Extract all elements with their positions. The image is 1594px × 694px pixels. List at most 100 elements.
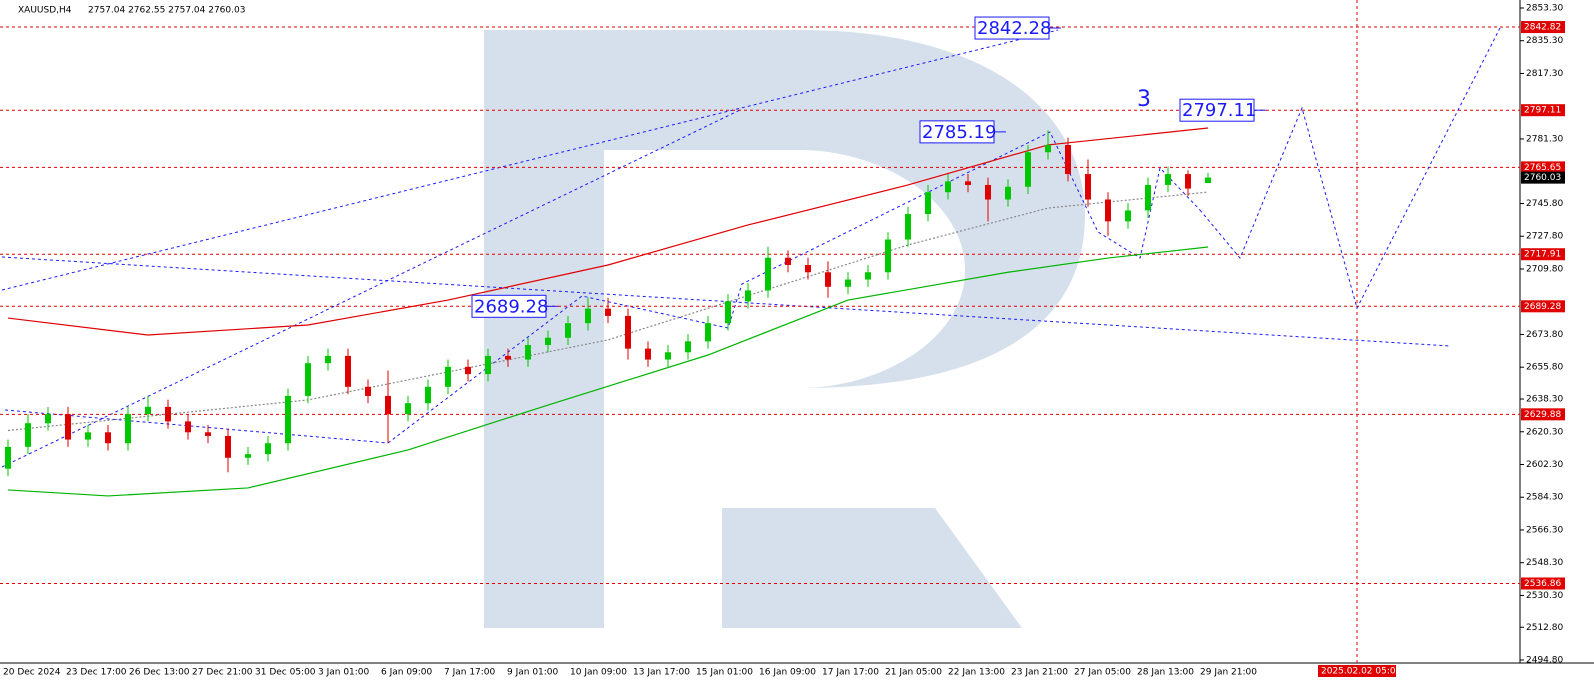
candle-body <box>785 257 791 265</box>
x-tick-label: 27 Jan 05:00 <box>1074 668 1131 678</box>
candle-body <box>825 272 831 287</box>
x-tick-label: 23 Jan 21:00 <box>1011 668 1068 678</box>
candle-body <box>945 181 951 193</box>
candle-body <box>65 414 71 440</box>
watermark <box>484 30 1085 628</box>
candle-body <box>1205 177 1211 184</box>
candle-body <box>45 414 51 424</box>
green-ma <box>7 246 1209 497</box>
y-tick-label: 2745.80 <box>1526 199 1563 209</box>
y-tick-label: 2512.80 <box>1526 623 1563 633</box>
candle-body <box>1165 174 1171 185</box>
candle-body <box>445 366 451 387</box>
candle-body <box>85 432 91 440</box>
level-label-box <box>1521 248 1565 261</box>
candle-body <box>165 406 171 422</box>
candle-body <box>885 239 891 273</box>
candle-body <box>305 363 311 396</box>
candle-body <box>565 323 571 338</box>
y-tick-label: 2781.30 <box>1526 134 1563 144</box>
candle-body <box>1125 210 1131 222</box>
x-tick-label: 23 Dec 17:00 <box>66 668 127 678</box>
level-label-box <box>1521 104 1565 117</box>
level-label-box <box>1521 161 1565 174</box>
candle-body <box>185 421 191 433</box>
y-tick-label: 2727.80 <box>1526 232 1563 242</box>
candle-body <box>125 414 131 444</box>
candle-body <box>265 443 271 455</box>
level-label: 2797.11 <box>1524 106 1561 116</box>
candle-body <box>1085 174 1091 200</box>
x-tick-label: 26 Dec 13:00 <box>129 668 190 678</box>
x-tick-label: 20 Dec 2024 <box>3 668 61 678</box>
candle-body <box>585 308 591 324</box>
y-tick-label: 2584.30 <box>1526 493 1563 503</box>
candle-body <box>105 432 111 444</box>
watermark-leg <box>722 508 1022 628</box>
trend-line <box>1 256 1451 347</box>
time-marker-box <box>1318 665 1396 677</box>
y-tick-label: 2530.30 <box>1526 591 1563 601</box>
x-tick-label: 13 Jan 17:00 <box>633 668 690 678</box>
candle-body <box>1105 199 1111 222</box>
time-marker-label: 2025.02.02 05:00 <box>1321 667 1402 677</box>
candle-body <box>425 386 431 404</box>
y-tick-label: 2602.30 <box>1526 460 1563 470</box>
candle-body <box>1145 184 1151 211</box>
annotation: 2797.11 <box>1182 100 1256 121</box>
y-tick-label: 2494.80 <box>1526 656 1563 666</box>
y-tick-label: 2638.30 <box>1526 395 1563 405</box>
candle-body <box>605 308 611 316</box>
candle-body <box>1025 152 1031 187</box>
candle-body <box>705 323 711 342</box>
x-tick-label: 21 Jan 05:00 <box>885 668 942 678</box>
candle-body <box>805 264 811 273</box>
candle-body <box>465 366 471 375</box>
watermark-r <box>484 30 1085 628</box>
wave-label: 3 <box>1137 87 1151 112</box>
candle-body <box>665 352 671 360</box>
y-tick-label: 2566.30 <box>1526 525 1563 535</box>
level-label: 2629.88 <box>1524 410 1561 420</box>
candle-body <box>205 432 211 436</box>
candle-body <box>765 257 771 291</box>
level-label-box <box>1521 300 1565 313</box>
candle-body <box>485 355 491 375</box>
annotation: 2842.28 <box>977 18 1051 39</box>
y-tick-label: 2655.80 <box>1526 363 1563 373</box>
candle-body <box>865 272 871 280</box>
candle-body <box>545 337 551 346</box>
x-tick-label: 29 Jan 21:00 <box>1200 668 1257 678</box>
y-tick-label: 2620.30 <box>1526 427 1563 437</box>
x-tick-label: 28 Jan 13:00 <box>1137 668 1194 678</box>
y-tick-label: 2853.30 <box>1526 4 1563 14</box>
x-tick-label: 6 Jan 09:00 <box>381 668 433 678</box>
trend-line <box>1 29 1059 291</box>
candle-body <box>325 355 331 364</box>
candle-body <box>925 192 931 215</box>
symbol: XAUUSD,H4 <box>18 6 72 16</box>
wave-line <box>4 409 389 444</box>
candle-body <box>405 403 411 415</box>
y-tick-label: 2835.30 <box>1526 36 1563 46</box>
current-price-label: 2760.03 <box>1524 173 1561 183</box>
level-label-box <box>1521 577 1565 590</box>
candle-body <box>845 279 851 287</box>
x-tick-label: 9 Jan 01:00 <box>507 668 559 678</box>
candle-body <box>285 395 291 444</box>
forecast-line <box>1199 27 1501 310</box>
candle-body <box>525 345 531 360</box>
candle-body <box>5 446 11 469</box>
x-tick-label: 27 Dec 21:00 <box>192 668 253 678</box>
level-label-box <box>1521 408 1565 421</box>
candle-body <box>505 355 511 360</box>
candle-body <box>685 341 691 353</box>
candle-body <box>985 184 991 200</box>
candle-body <box>1065 144 1071 175</box>
level-label: 2689.28 <box>1524 302 1561 312</box>
candle-body <box>625 315 631 349</box>
candle-body <box>1045 144 1051 153</box>
candle-body <box>25 423 31 447</box>
candle-body <box>1005 186 1011 200</box>
